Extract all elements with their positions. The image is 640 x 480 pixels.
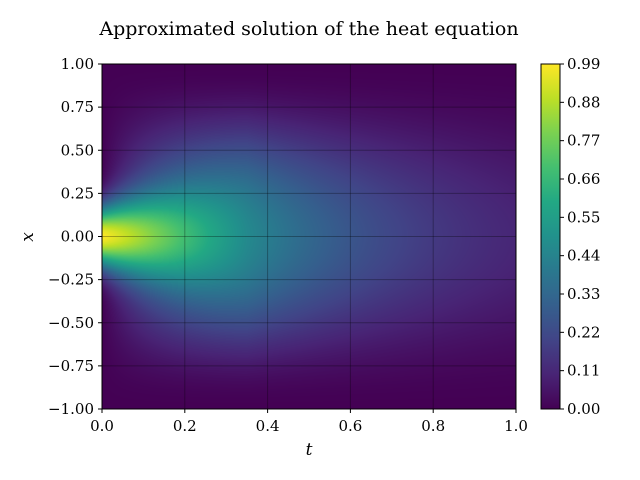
- colorbar-tick-label: 0.88: [567, 93, 600, 111]
- y-tick-label: −0.50: [48, 314, 94, 332]
- plot-area: [102, 64, 516, 409]
- x-tick-label: 0.0: [90, 417, 114, 435]
- colorbar-tick-label: 0.99: [567, 55, 600, 73]
- colorbar: [540, 63, 561, 410]
- y-tick-label: −1.00: [48, 400, 94, 418]
- heatmap-image: [102, 64, 516, 409]
- x-tick-label: 0.4: [256, 417, 280, 435]
- x-tick-label: 0.2: [173, 417, 197, 435]
- y-tick-label: 0.75: [61, 98, 94, 116]
- x-axis: 0.0 0.2 0.4 0.6 0.8 1.0: [90, 409, 528, 435]
- y-tick-label: 0.00: [61, 228, 94, 246]
- colorbar-tick-label: 0.11: [567, 362, 600, 380]
- colorbar-tick-label: 0.55: [567, 208, 600, 226]
- y-tick-label: 1.00: [61, 55, 94, 73]
- y-axis: 1.00 0.75 0.50 0.25 0.00 −0.25 −0.50 −0.75 −1.00: [48, 55, 102, 418]
- colorbar-tick-label: 0.44: [567, 247, 600, 265]
- y-tick-label: 0.50: [61, 141, 94, 159]
- grid-lines: [102, 64, 516, 409]
- colorbar-tick-label: 0.66: [567, 170, 600, 188]
- x-tick-label: 0.6: [338, 417, 362, 435]
- x-axis-label: t: [306, 440, 313, 460]
- colorbar-axis: 0.99 0.88 0.77 0.66 0.55 0.44 0.33 0.22 0.11 0.00: [560, 55, 600, 418]
- colorbar-tick-label: 0.33: [567, 285, 600, 303]
- colorbar-tick-label: 0.22: [567, 323, 600, 341]
- y-axis-label: x: [18, 232, 38, 242]
- chart-title: Approximated solution of the heat equati…: [98, 18, 518, 40]
- colorbar-tick-label: 0.00: [567, 400, 600, 418]
- y-tick-label: 0.25: [61, 184, 94, 202]
- colorbar-tick-label: 0.77: [567, 132, 600, 150]
- y-tick-label: −0.75: [48, 357, 94, 375]
- y-tick-label: −0.25: [48, 271, 94, 289]
- x-tick-label: 1.0: [504, 417, 528, 435]
- x-tick-label: 0.8: [421, 417, 445, 435]
